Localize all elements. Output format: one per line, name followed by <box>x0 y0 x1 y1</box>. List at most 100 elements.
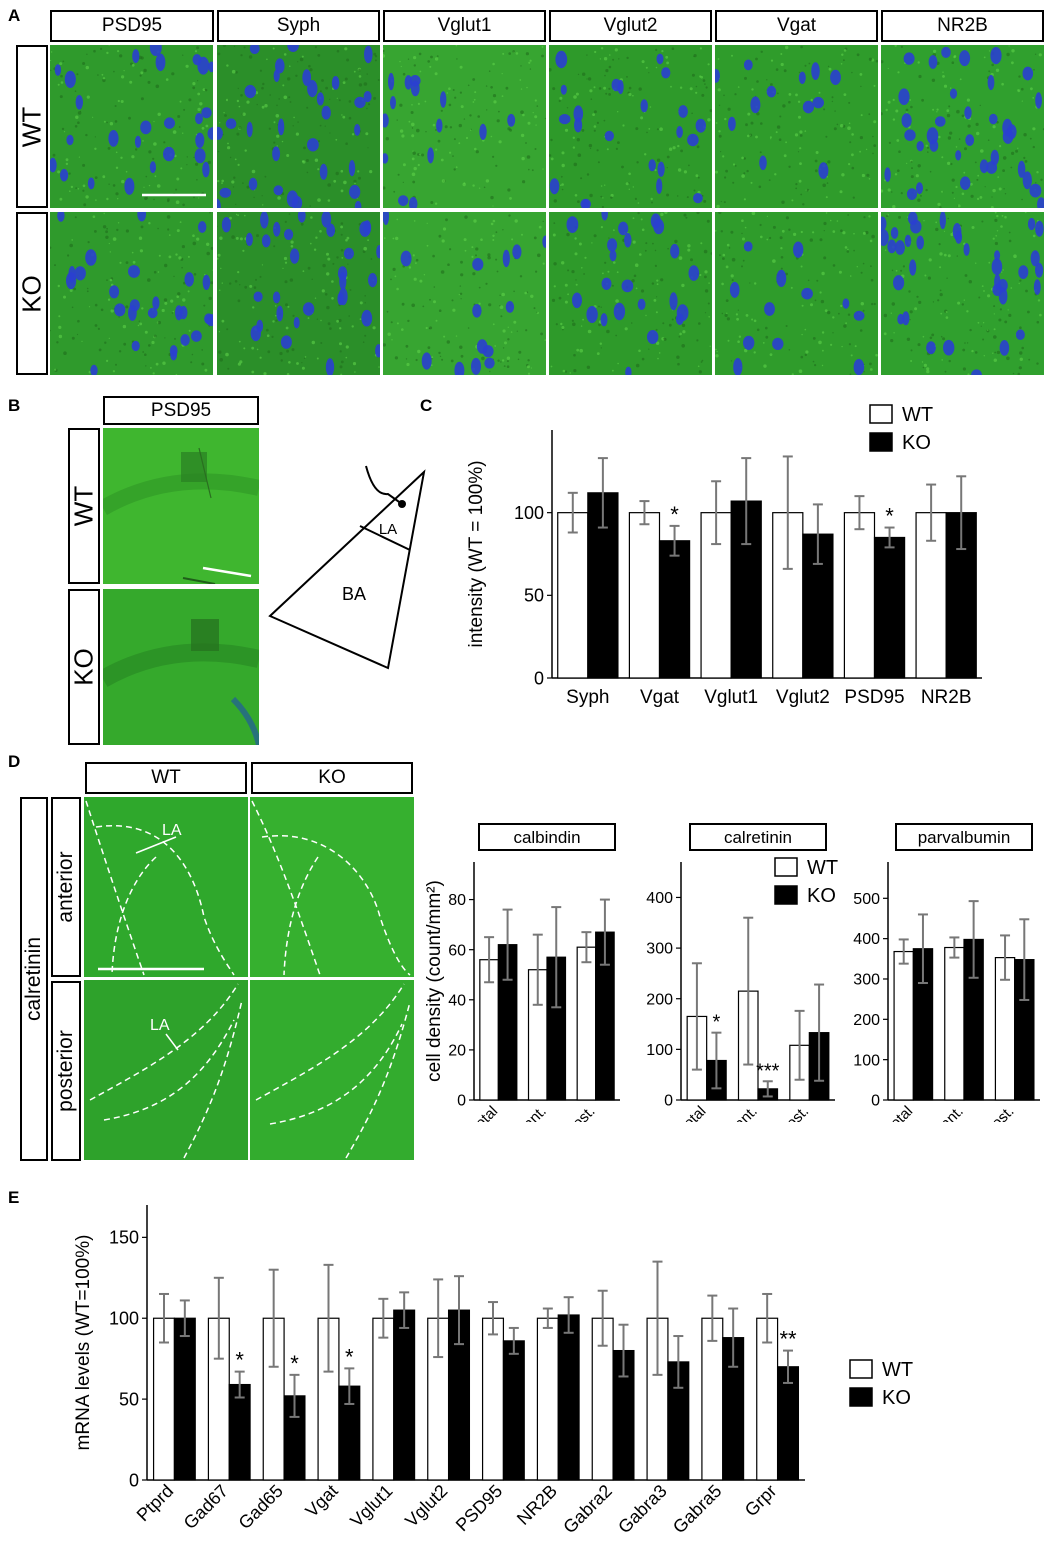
x-tick-label: Vglut2 <box>776 687 830 708</box>
x-tick-label: Syph <box>566 687 609 708</box>
y-tick-label: 150 <box>109 1228 139 1248</box>
chart-title-box <box>895 823 1033 851</box>
bar-wt-psd95 <box>481 1317 505 1481</box>
panel-d-row-anterior: anterior <box>51 797 81 977</box>
micrograph-nr2b-ko <box>881 212 1044 375</box>
significance-marker: * <box>670 502 679 527</box>
x-tick-label: PSD95 <box>844 687 904 708</box>
y-tick-label: 0 <box>664 1093 673 1110</box>
panel-b-image-wt <box>103 428 259 584</box>
bar-ko-psd95 <box>502 1340 525 1481</box>
electrode-track <box>365 465 403 505</box>
panel-b-row-wt: WT <box>68 428 100 584</box>
y-tick-label: 20 <box>448 1042 466 1059</box>
bar-ko-gad67 <box>228 1383 251 1481</box>
micrograph-nr2b-wt <box>881 45 1044 208</box>
y-tick-label: 300 <box>646 941 673 958</box>
micrograph-vglut2-ko <box>549 212 712 375</box>
marker-header-vgat: Vgat <box>715 10 878 42</box>
panel-b-row-ko: KO <box>68 589 100 745</box>
bar-wt-ant <box>944 946 965 1101</box>
y-tick-label: 200 <box>853 1012 880 1029</box>
y-tick-label: 0 <box>457 1093 466 1110</box>
amygdala-outline <box>268 469 426 670</box>
x-tick-label: post. <box>982 1103 1017 1122</box>
x-tick-label: NR2B <box>513 1481 561 1529</box>
micrograph-vglut2-wt <box>549 45 712 208</box>
bar-ko-vglut1 <box>730 500 762 679</box>
legend-label-wt: WT <box>902 404 933 426</box>
significance-marker: * <box>345 1344 354 1369</box>
x-tick-label: total <box>469 1103 501 1122</box>
panel-b-scale-bar <box>202 566 252 578</box>
x-tick-label: PSD95 <box>452 1481 506 1535</box>
y-tick-label: 200 <box>646 991 673 1008</box>
y-tick-label: 50 <box>524 586 544 606</box>
legend-swatch-ko <box>869 432 893 452</box>
x-tick-label: Vgat <box>640 687 680 708</box>
panel-label-e: E <box>8 1188 20 1207</box>
x-tick-label: Vglut1 <box>346 1481 396 1531</box>
y-tick-label: 400 <box>853 931 880 948</box>
bar-wt-total <box>893 950 914 1101</box>
significance-marker: * <box>235 1348 244 1373</box>
x-tick-label: Vglut1 <box>704 687 758 708</box>
marker-header-vglut2: Vglut2 <box>549 10 712 42</box>
bar-wt-gabra5 <box>701 1317 724 1481</box>
panel-d-image-ko-anterior <box>250 797 414 977</box>
x-tick-label: Gabra3 <box>614 1481 671 1538</box>
y-axis-label: cell density (count/mm²) <box>424 880 445 1082</box>
x-tick-label: ant. <box>731 1103 761 1122</box>
x-tick-label: post. <box>777 1103 812 1122</box>
y-tick-label: 500 <box>853 891 880 908</box>
diagram-ba-label: BA <box>342 584 366 604</box>
y-tick-label: 0 <box>871 1093 880 1110</box>
legend-label-wt: WT <box>882 1359 913 1381</box>
y-tick-label: 0 <box>129 1470 139 1490</box>
legend-swatch-wt <box>849 1359 873 1379</box>
significance-marker: ** <box>779 1327 797 1352</box>
significance-marker: * <box>885 504 894 529</box>
micrograph-syph-ko <box>217 212 380 375</box>
la-ba-boundary <box>359 525 411 551</box>
bar-ko-nr2b <box>557 1314 580 1481</box>
x-tick-label: total <box>677 1103 709 1122</box>
calretinin-chart: 0 100 200 300 400 * total *** ant. post. calretini… <box>646 823 838 1122</box>
micrograph-psd95-wt <box>50 45 213 208</box>
y-tick-label: 80 <box>448 892 466 909</box>
y-tick-label: 40 <box>448 992 466 1009</box>
panel-b-image-ko <box>103 589 259 745</box>
panel-d-col-wt: WT <box>85 762 247 794</box>
x-tick-label: NR2B <box>921 687 972 708</box>
y-tick-label: 60 <box>448 942 466 959</box>
bar-wt-post <box>576 946 597 1101</box>
bar-ko-psd95 <box>873 536 906 679</box>
y-tick-label: 100 <box>646 1042 673 1059</box>
legend-label-ko: KO <box>882 1387 911 1409</box>
bar-wt-nr2b <box>536 1317 559 1481</box>
x-tick-label: ant. <box>937 1103 967 1122</box>
bar-wt-vgat <box>628 512 661 679</box>
marker-header-psd95: PSD95 <box>50 10 214 42</box>
y-tick-label: 50 <box>119 1389 139 1409</box>
diagram-la-label: LA <box>379 521 397 538</box>
x-tick-label: Gabra5 <box>669 1481 726 1538</box>
y-tick-label: 300 <box>853 972 880 989</box>
chart-title: parvalbumin <box>918 828 1011 847</box>
mrna-chart: 0 50 100 150 mRNA levels (WT=100%) Ptprd * Gad6… <box>75 1205 913 1538</box>
micrograph-vgat-wt <box>715 45 878 208</box>
legend-swatch-ko <box>774 885 798 905</box>
micrograph-vglut1-wt <box>383 45 546 208</box>
panel-label-d: D <box>8 752 21 771</box>
chart-title: calbindin <box>513 828 580 847</box>
marker-header-nr2b: NR2B <box>881 10 1044 42</box>
panel-d-image-wt-anterior: LA <box>84 797 248 977</box>
electrode-tip <box>398 500 406 508</box>
marker-header-syph: Syph <box>217 10 380 42</box>
x-tick-label: Vglut2 <box>401 1481 451 1531</box>
x-tick-label: ant. <box>520 1103 550 1122</box>
significance-marker: * <box>713 1012 721 1034</box>
panel-d-la-label-anterior: LA <box>162 822 182 839</box>
bar-ko-vgat <box>658 540 691 679</box>
